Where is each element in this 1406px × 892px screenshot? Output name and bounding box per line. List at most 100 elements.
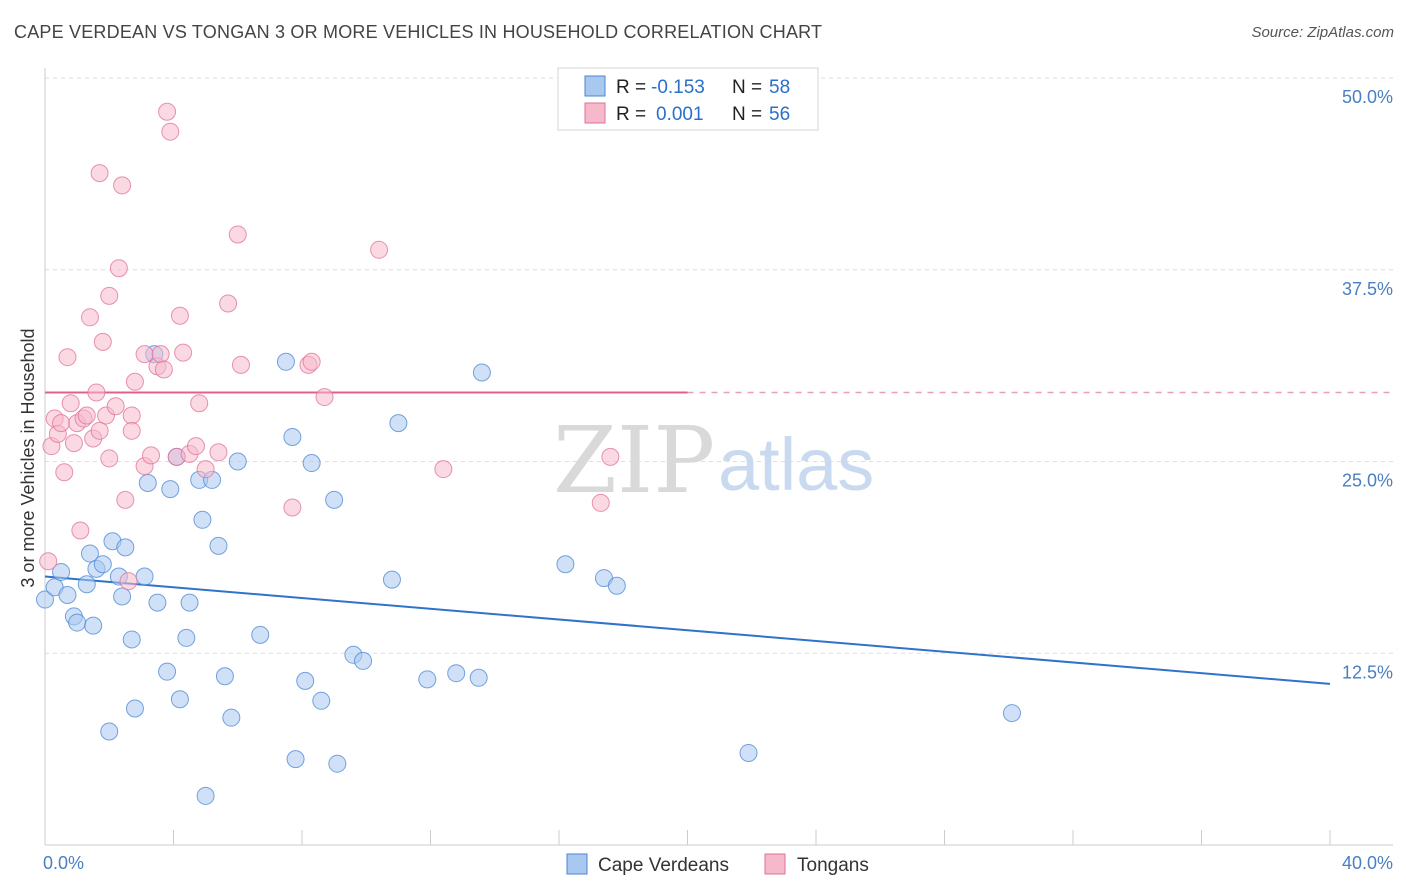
legend-n-value-2: 56: [769, 104, 790, 125]
series-0-point-40: [312, 691, 331, 710]
series-1-point-18: [93, 332, 112, 351]
series-1-point-32: [142, 446, 161, 465]
y-tick-label-0: 12.5%: [1342, 662, 1393, 682]
series-0-point-35: [276, 352, 295, 371]
axis-layer: [44, 68, 1393, 846]
legend-n-label-2: N =: [732, 104, 762, 125]
watermark-atlas: atlas: [718, 423, 874, 506]
series-1-point-43: [190, 394, 209, 413]
series-1-point-16: [90, 421, 109, 440]
x-tick-label-min: 0.0%: [43, 853, 84, 873]
series-0-point-24: [170, 690, 189, 709]
series-0-point-50: [472, 363, 491, 382]
series-1-point-6: [58, 348, 77, 367]
series-1-point-4: [52, 414, 71, 433]
series-0-point-21: [158, 662, 177, 681]
y-axis-label: 3 or more Vehicles in Household: [18, 328, 38, 587]
series-0-point-15: [116, 538, 135, 557]
series-1-point-7: [61, 394, 80, 413]
series-0-point-16: [122, 630, 141, 649]
series-0-point-14: [113, 587, 132, 606]
series-1-point-13: [80, 308, 99, 327]
series-0-point-11: [100, 722, 119, 741]
legend-r-label-1: R =: [616, 77, 646, 98]
series-0-point-33: [222, 708, 241, 727]
series-1-point-47: [228, 225, 247, 244]
series-1-point-24: [113, 176, 132, 195]
series-1-point-29: [125, 372, 144, 391]
x-tick-label-max: 40.0%: [1342, 853, 1393, 873]
series-0-point-26: [180, 593, 199, 612]
series-0-point-42: [328, 754, 347, 773]
series-1-point-40: [174, 343, 193, 362]
legend-swatch-cape-verdeans: [584, 75, 606, 97]
series-0-point-32: [215, 667, 234, 686]
y-tick-label-1: 25.0%: [1342, 471, 1393, 491]
series-0-point-44: [354, 651, 373, 670]
series-0-point-36: [283, 427, 302, 446]
legend-r-value-1: -0.153: [651, 77, 705, 98]
series-1-point-46: [219, 294, 238, 313]
series-0-point-10: [93, 555, 112, 574]
points-layer: [36, 102, 1021, 805]
series-0-point-34: [251, 625, 270, 644]
series-1-point-42: [186, 437, 205, 456]
series-0-point-53: [607, 576, 626, 595]
series-1-point-20: [100, 449, 119, 468]
chart-source: Source: ZipAtlas.com: [1251, 24, 1394, 41]
series-legend-swatch-cape-verdeans: [566, 853, 588, 875]
series-0-point-19: [138, 473, 157, 492]
legend-r-value-2: 0.001: [656, 104, 704, 125]
series-0-point-29: [196, 786, 215, 805]
series-1-point-23: [109, 259, 128, 278]
series-1-point-34: [151, 345, 170, 364]
series-1-point-25: [116, 490, 135, 509]
series-0-point-18: [135, 567, 154, 586]
series-0-point-54: [739, 743, 758, 762]
series-1-point-51: [302, 352, 321, 371]
y-tick-label-2: 37.5%: [1342, 279, 1393, 299]
series-1-point-28: [122, 421, 141, 440]
legend-n-label-1: N =: [732, 77, 762, 98]
series-1-point-15: [87, 383, 106, 402]
series-0-point-6: [77, 575, 96, 594]
series-0-point-48: [447, 664, 466, 683]
series-0-point-8: [84, 616, 103, 635]
series-0-point-46: [389, 414, 408, 433]
series-1-point-39: [170, 306, 189, 325]
series-0-point-25: [177, 628, 196, 647]
watermark: ZIP atlas: [553, 407, 874, 514]
series-1-point-54: [434, 460, 453, 479]
series-1-point-48: [231, 355, 250, 374]
trend-line-cape-verdeans: [44, 575, 1331, 685]
series-0-point-39: [302, 454, 321, 473]
y-tick-labels: 12.5% 25.0% 37.5% 50.0%: [1342, 87, 1393, 682]
series-1-point-10: [71, 521, 90, 540]
series-0-points: [36, 345, 1021, 805]
series-1-point-36: [158, 102, 177, 121]
series-1-point-45: [209, 443, 228, 462]
series-1-point-12: [77, 406, 96, 425]
legend-n-value-1: 58: [769, 77, 790, 98]
correlation-legend: R = -0.153 N = 58 R = 0.001 N = 56: [557, 67, 819, 131]
watermark-zip: ZIP: [553, 407, 715, 514]
series-0-point-56: [228, 452, 247, 471]
series-0-point-20: [148, 593, 167, 612]
series-0-point-31: [209, 536, 228, 555]
series-0-point-28: [193, 510, 212, 529]
series-1-point-44: [196, 460, 215, 479]
chart-title: CAPE VERDEAN VS TONGAN 3 OR MORE VEHICLE…: [14, 22, 823, 42]
series-0-point-3: [58, 585, 77, 604]
series-1-point-49: [283, 498, 302, 517]
series-0-point-47: [418, 670, 437, 689]
series-1-point-21: [100, 286, 119, 305]
series-1-point-0: [39, 552, 58, 571]
series-0-point-5: [68, 613, 87, 632]
series-1-point-55: [591, 493, 610, 512]
series-legend-label-tongans: Tongans: [797, 855, 869, 876]
series-1-point-26: [119, 572, 138, 591]
series-legend-label-cape-verdeans: Cape Verdeans: [598, 855, 729, 876]
series-1-point-37: [161, 122, 180, 141]
series-0-point-49: [469, 668, 488, 687]
series-0-point-17: [125, 699, 144, 718]
